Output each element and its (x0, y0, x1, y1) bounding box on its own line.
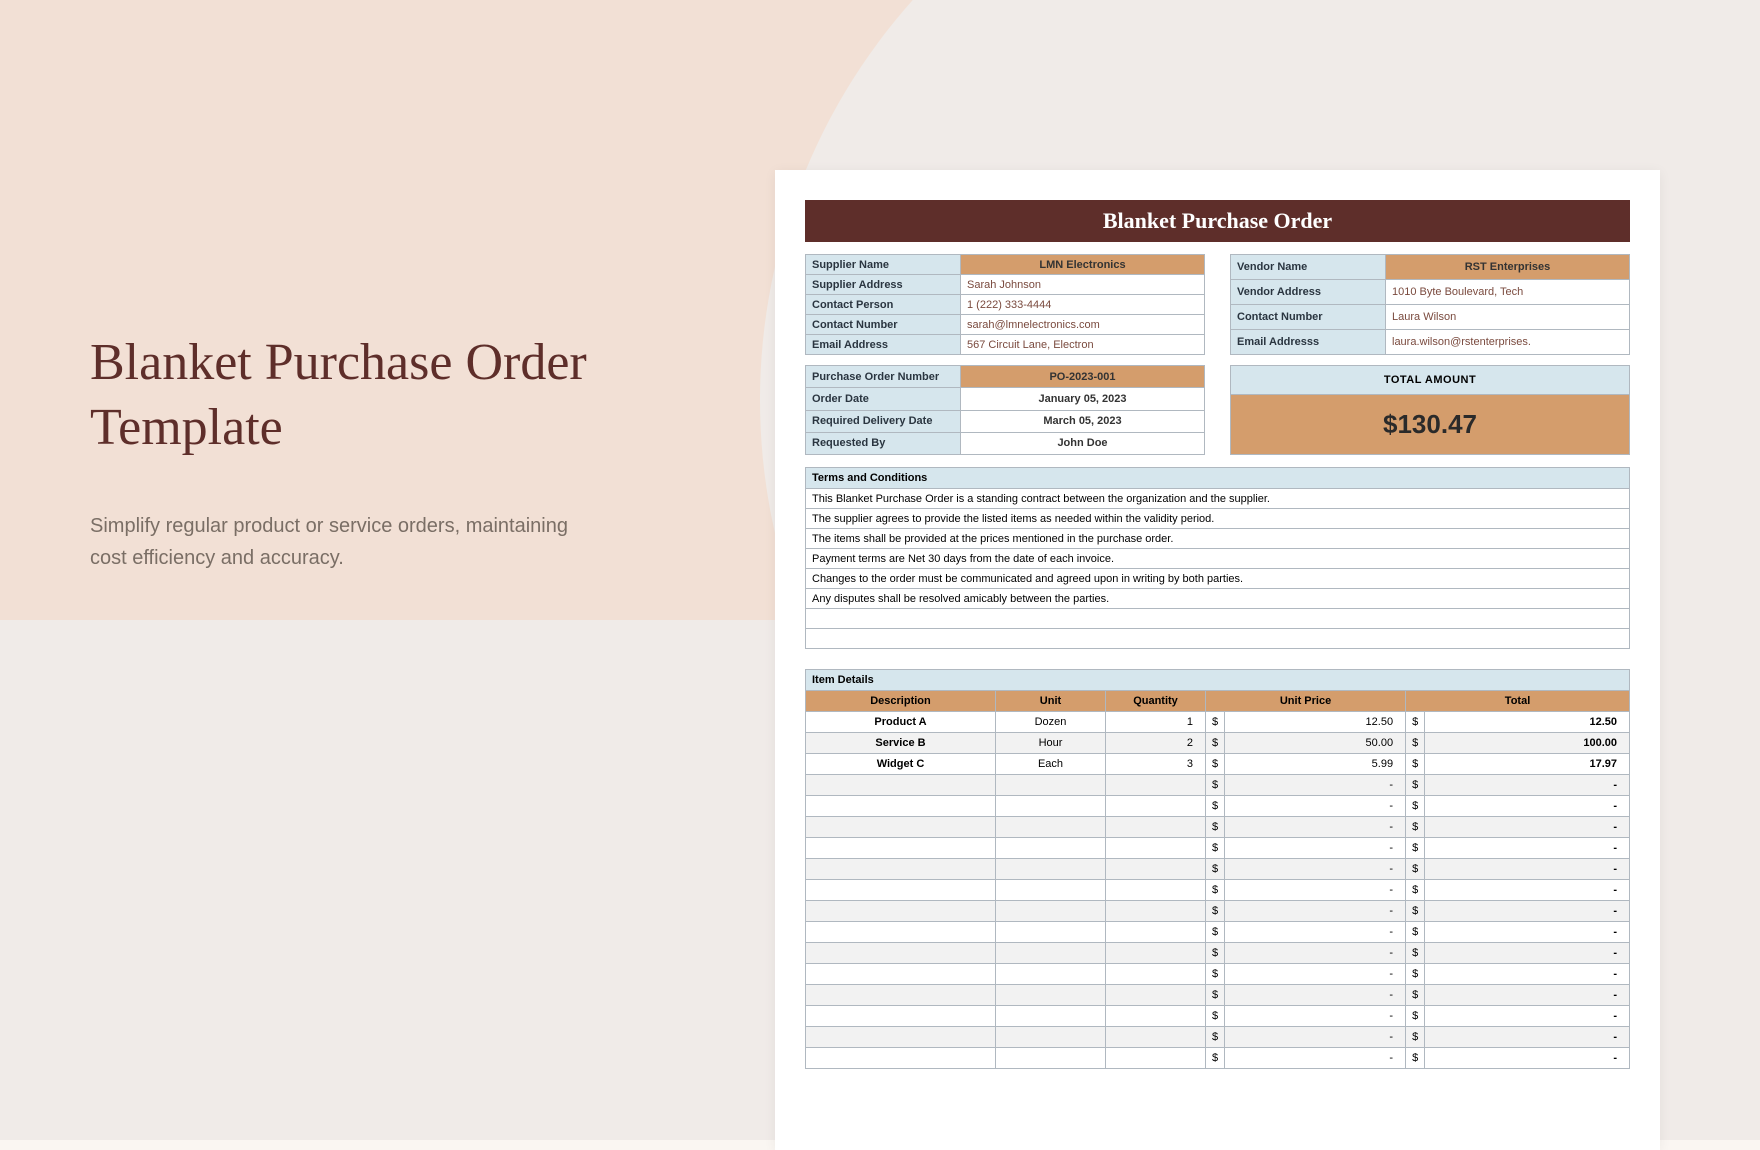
info-label: Vendor Address (1231, 280, 1386, 305)
table-row: $-$- (806, 880, 1630, 901)
page-subtitle: Simplify regular product or service orde… (90, 510, 610, 574)
terms-line: This Blanket Purchase Order is a standin… (806, 489, 1630, 509)
info-label: Required Delivery Date (806, 410, 961, 432)
table-row: $-$- (806, 901, 1630, 922)
info-value: March 05, 2023 (961, 410, 1205, 432)
doc-header: Blanket Purchase Order (805, 200, 1630, 242)
info-value: January 05, 2023 (961, 388, 1205, 410)
table-row: $-$- (806, 1048, 1630, 1069)
items-header: Item Details (806, 670, 1630, 691)
order-table: Purchase Order NumberPO-2023-001Order Da… (805, 365, 1205, 455)
table-row: $-$- (806, 1027, 1630, 1048)
table-row: $-$- (806, 775, 1630, 796)
info-row-mid: Purchase Order NumberPO-2023-001Order Da… (805, 365, 1630, 455)
info-value: John Doe (961, 432, 1205, 454)
info-label: Email Address (806, 335, 961, 355)
terms-line (806, 629, 1630, 649)
info-value: 1010 Byte Boulevard, Tech (1386, 280, 1630, 305)
info-label: Contact Number (806, 315, 961, 335)
vendor-table: Vendor NameRST EnterprisesVendor Address… (1230, 254, 1630, 355)
terms-header: Terms and Conditions (806, 468, 1630, 489)
total-value: $130.47 (1231, 395, 1630, 455)
table-row: $-$- (806, 1006, 1630, 1027)
info-label: Contact Number (1231, 305, 1386, 330)
supplier-table: Supplier NameLMN ElectronicsSupplier Add… (805, 254, 1205, 355)
page-title: Blanket Purchase Order Template (90, 330, 610, 460)
terms-line: The items shall be provided at the price… (806, 529, 1630, 549)
terms-table: Terms and Conditions This Blanket Purcha… (805, 467, 1630, 649)
table-row: $-$- (806, 985, 1630, 1006)
table-row: $-$- (806, 943, 1630, 964)
info-value: PO-2023-001 (961, 366, 1205, 388)
info-label: Vendor Name (1231, 255, 1386, 280)
table-row: $-$- (806, 859, 1630, 880)
info-value: Sarah Johnson (961, 275, 1205, 295)
table-row: $-$- (806, 796, 1630, 817)
table-row: Product ADozen1$12.50$12.50 (806, 712, 1630, 733)
terms-line: Any disputes shall be resolved amicably … (806, 589, 1630, 609)
terms-line: The supplier agrees to provide the liste… (806, 509, 1630, 529)
info-value: Laura Wilson (1386, 305, 1630, 330)
table-row: $-$- (806, 964, 1630, 985)
info-value: RST Enterprises (1386, 255, 1630, 280)
left-panel: Blanket Purchase Order Template Simplify… (90, 330, 610, 574)
info-value: 1 (222) 333-4444 (961, 295, 1205, 315)
terms-line (806, 609, 1630, 629)
total-box: TOTAL AMOUNT $130.47 (1230, 365, 1630, 455)
terms-line: Changes to the order must be communicate… (806, 569, 1630, 589)
info-label: Supplier Address (806, 275, 961, 295)
table-row: Service BHour2$50.00$100.00 (806, 733, 1630, 754)
table-row: $-$- (806, 817, 1630, 838)
total-label: TOTAL AMOUNT (1231, 366, 1630, 395)
info-value: LMN Electronics (961, 255, 1205, 275)
info-label: Contact Person (806, 295, 961, 315)
info-label: Order Date (806, 388, 961, 410)
col-quantity: Quantity (1106, 691, 1206, 712)
col-unit-price: Unit Price (1206, 691, 1406, 712)
info-label: Requested By (806, 432, 961, 454)
info-label: Supplier Name (806, 255, 961, 275)
info-value: 567 Circuit Lane, Electron (961, 335, 1205, 355)
info-value: laura.wilson@rstenterprises. (1386, 330, 1630, 355)
table-row: Widget CEach3$5.99$17.97 (806, 754, 1630, 775)
info-label: Purchase Order Number (806, 366, 961, 388)
items-table: Item Details Description Unit Quantity U… (805, 669, 1630, 1069)
col-description: Description (806, 691, 996, 712)
info-value: sarah@lmnelectronics.com (961, 315, 1205, 335)
table-row: $-$- (806, 838, 1630, 859)
col-total: Total (1406, 691, 1630, 712)
info-row-top: Supplier NameLMN ElectronicsSupplier Add… (805, 254, 1630, 355)
table-row: $-$- (806, 922, 1630, 943)
info-label: Email Addresss (1231, 330, 1386, 355)
items-columns: Description Unit Quantity Unit Price Tot… (806, 691, 1630, 712)
terms-line: Payment terms are Net 30 days from the d… (806, 549, 1630, 569)
document-preview: Blanket Purchase Order Supplier NameLMN … (775, 170, 1660, 1150)
col-unit: Unit (996, 691, 1106, 712)
